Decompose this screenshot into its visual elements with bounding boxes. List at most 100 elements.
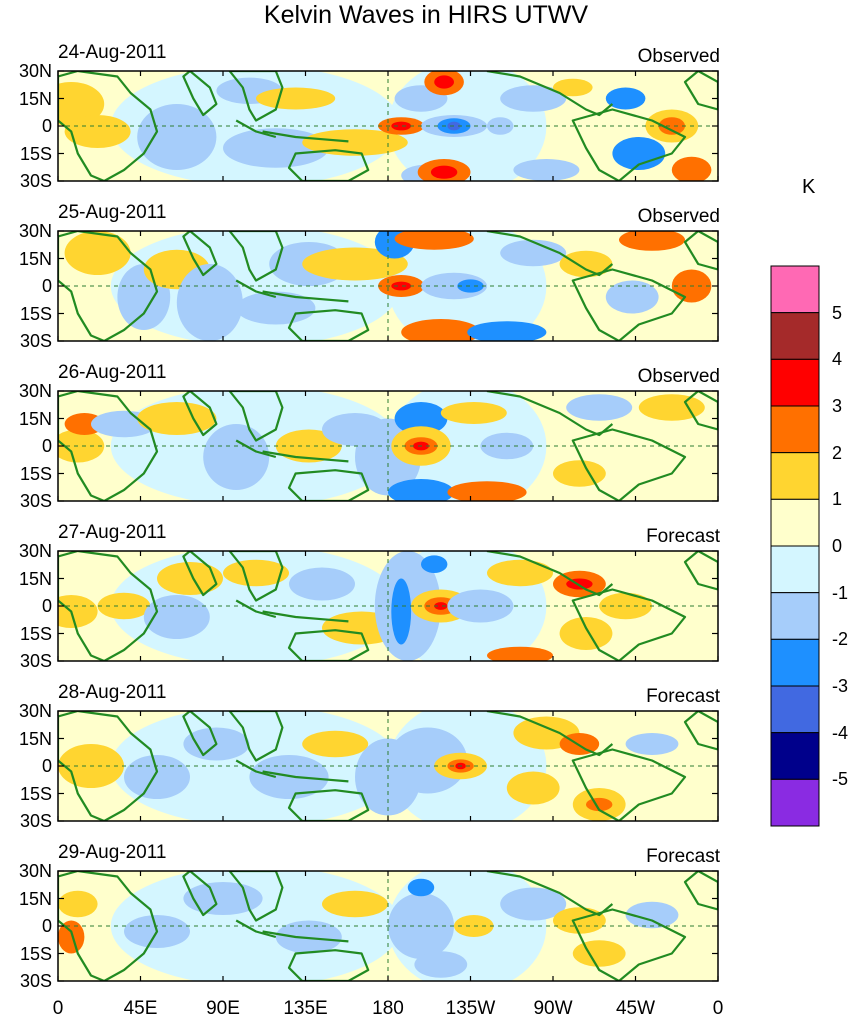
colorbar-level-label: -5 bbox=[832, 769, 849, 790]
coastline bbox=[287, 789, 370, 821]
anomaly-contour bbox=[203, 424, 270, 490]
coastline bbox=[58, 871, 159, 981]
coastline bbox=[683, 231, 718, 271]
anomaly-contour bbox=[553, 907, 606, 934]
lat-tick-label: 30S bbox=[19, 491, 52, 511]
colorbar-box bbox=[770, 405, 820, 454]
coastline bbox=[571, 748, 687, 821]
anomaly-contour bbox=[302, 730, 369, 758]
panel-type-label: Observed bbox=[637, 206, 720, 227]
anomaly-contour bbox=[612, 137, 666, 170]
anomaly-contour bbox=[500, 239, 567, 267]
coastline bbox=[235, 279, 277, 299]
coastline bbox=[235, 759, 277, 779]
anomaly-contour bbox=[401, 319, 481, 341]
anomaly-contour bbox=[671, 156, 712, 181]
anomaly-contour bbox=[553, 460, 606, 487]
lat-tick-label: 30N bbox=[18, 701, 52, 721]
coastline bbox=[58, 551, 159, 661]
panel-3 bbox=[57, 390, 719, 502]
lon-tick-label: 180 bbox=[372, 998, 404, 1019]
coastline bbox=[235, 599, 277, 619]
lon-tick-label: 0 bbox=[52, 998, 64, 1019]
colorbar-box bbox=[770, 685, 820, 734]
colorbar-box bbox=[770, 778, 820, 827]
anomaly-contour bbox=[394, 402, 448, 435]
anomaly-contour bbox=[143, 595, 210, 639]
anomaly-contour bbox=[619, 231, 685, 251]
lat-tick-label: 30N bbox=[18, 221, 52, 241]
anomaly-contour bbox=[658, 117, 685, 135]
panel-5 bbox=[57, 710, 719, 822]
lat-tick-label: 0 bbox=[41, 596, 52, 616]
lat-tick-label: 30S bbox=[19, 971, 52, 991]
coastline bbox=[287, 629, 370, 661]
coastline bbox=[683, 391, 718, 431]
anomaly-contour bbox=[447, 481, 527, 501]
coastline bbox=[287, 309, 370, 341]
colorbar-level-label: 3 bbox=[832, 396, 843, 416]
coastline bbox=[228, 871, 284, 922]
anomaly-contour bbox=[500, 85, 567, 112]
lat-tick-label: 15S bbox=[19, 623, 52, 644]
anomaly-contour bbox=[506, 771, 560, 805]
anomaly-contour bbox=[487, 646, 553, 661]
coastline bbox=[228, 231, 284, 282]
anomaly-contour bbox=[434, 602, 448, 610]
lat-tick-label: 30S bbox=[19, 171, 52, 191]
colorbar-level-label: -1 bbox=[832, 582, 849, 603]
anomaly-contour bbox=[559, 250, 613, 278]
chart-title: Kelvin Waves in HIRS UTWV bbox=[263, 1, 589, 29]
anomaly-contour bbox=[638, 394, 705, 421]
coastline bbox=[262, 130, 349, 143]
colorbar-box bbox=[770, 638, 820, 687]
panel-type-label: Observed bbox=[637, 366, 720, 387]
coastline bbox=[571, 268, 687, 341]
anomaly-contour bbox=[599, 592, 652, 620]
colorbar-level-label: 5 bbox=[832, 302, 843, 323]
coastline bbox=[58, 711, 159, 821]
colorbar-level-label: 2 bbox=[832, 442, 843, 463]
panel-type-label: Forecast bbox=[646, 526, 720, 547]
anomaly-contour bbox=[58, 920, 85, 954]
panel-6 bbox=[57, 870, 719, 982]
coastline bbox=[287, 149, 370, 181]
colorbar-level-label: 0 bbox=[832, 536, 843, 556]
lat-tick-label: 30N bbox=[18, 61, 52, 81]
anomaly-contour bbox=[513, 159, 580, 181]
anomaly-contour bbox=[421, 555, 448, 573]
coastline bbox=[683, 711, 718, 751]
coastline bbox=[182, 391, 218, 437]
lon-tick-label: 45E bbox=[123, 998, 158, 1019]
panel-date: 27-Aug-2011 bbox=[58, 522, 167, 543]
anomaly-contour bbox=[124, 755, 190, 799]
anomaly-contour bbox=[457, 279, 484, 293]
anomaly-contour bbox=[414, 951, 468, 978]
anomaly-contour bbox=[500, 887, 567, 921]
lat-tick-label: 30N bbox=[18, 381, 52, 401]
anomaly-contour bbox=[605, 280, 659, 314]
lon-tick-label: 45W bbox=[615, 998, 656, 1019]
anomaly-contour bbox=[58, 890, 98, 918]
colorbar-box bbox=[770, 312, 820, 360]
colorbar-level-label: 1 bbox=[832, 489, 843, 510]
lat-tick-label: 15N bbox=[18, 728, 52, 749]
anomaly-contour bbox=[58, 429, 105, 463]
panel-date: 28-Aug-2011 bbox=[58, 682, 167, 703]
anomaly-contour bbox=[223, 559, 289, 587]
panel-4 bbox=[57, 550, 719, 662]
colorbar-unit: K bbox=[802, 176, 816, 198]
coastline bbox=[228, 711, 284, 762]
anomaly-contour bbox=[394, 231, 474, 250]
lat-tick-label: 0 bbox=[41, 436, 52, 456]
anomaly-contour bbox=[58, 82, 105, 126]
anomaly-contour bbox=[605, 87, 646, 110]
lat-tick-label: 15S bbox=[19, 143, 52, 164]
lon-tick-label: 90W bbox=[533, 998, 573, 1019]
coastline bbox=[182, 231, 218, 277]
coastline bbox=[262, 450, 349, 463]
lat-tick-label: 15S bbox=[19, 463, 52, 484]
coastline bbox=[235, 119, 277, 139]
anomaly-contour bbox=[586, 797, 613, 812]
coastline bbox=[287, 469, 370, 501]
